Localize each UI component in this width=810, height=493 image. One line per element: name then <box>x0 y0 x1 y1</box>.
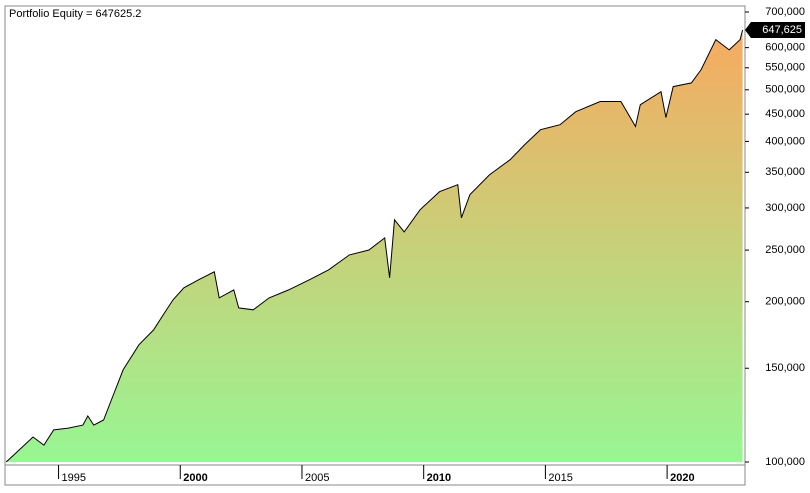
y-tick-label: 700,000 <box>765 6 805 18</box>
y-tick-label: 400,000 <box>765 135 805 147</box>
y-tick-label: 300,000 <box>765 202 805 214</box>
x-tick-label: 2020 <box>670 472 694 484</box>
last-value-badge <box>745 21 805 38</box>
y-tick-label: 150,000 <box>765 362 805 374</box>
y-tick-label: 500,000 <box>765 84 805 96</box>
y-tick-label: 450,000 <box>765 108 805 120</box>
y-tick-label: 550,000 <box>765 62 805 74</box>
x-axis-strip <box>4 464 746 486</box>
equity-line <box>5 29 744 463</box>
x-tick-label: 2015 <box>548 472 572 484</box>
y-tick-label: 250,000 <box>765 244 805 256</box>
y-tick-label: 200,000 <box>765 296 805 308</box>
x-tick-label: 1995 <box>62 472 86 484</box>
y-tick-label: 350,000 <box>765 166 805 178</box>
x-tick-label: 2005 <box>305 472 329 484</box>
x-tick-label: 2000 <box>183 472 207 484</box>
x-tick-label: 2010 <box>427 472 451 484</box>
y-tick-label: 100,000 <box>765 456 805 468</box>
chart-title: Portfolio Equity = 647625.2 <box>9 8 141 20</box>
y-tick-label: 600,000 <box>765 42 805 54</box>
last-value-label: 647,625 <box>762 24 802 36</box>
